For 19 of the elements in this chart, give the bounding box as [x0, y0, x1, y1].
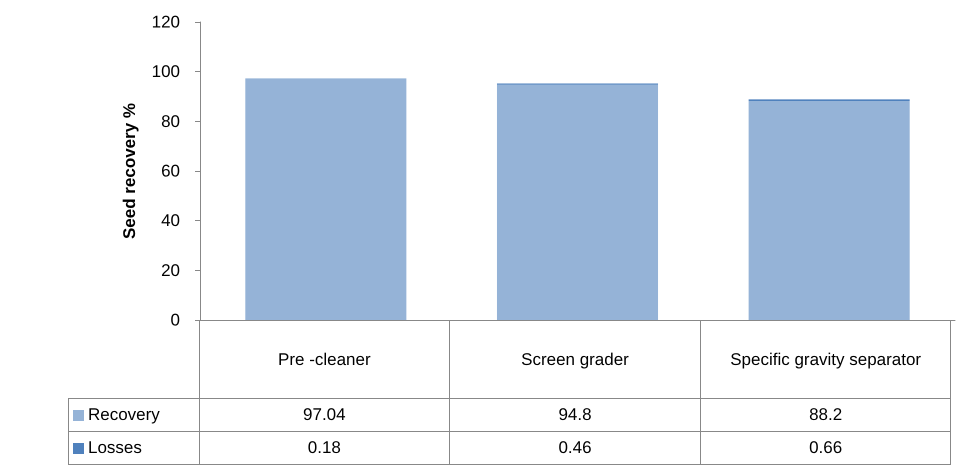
- data-label: 94.8: [450, 398, 700, 432]
- data-label: 88.2: [700, 398, 951, 432]
- y-tick-label: 60: [161, 162, 180, 180]
- y-tick-label: 100: [152, 62, 180, 82]
- legend-label: Losses: [68, 432, 199, 464]
- legend-label: Recovery: [68, 398, 199, 432]
- y-axis-title: Seed recovery %: [120, 102, 139, 240]
- x-tick-label: Screen grader: [450, 320, 700, 398]
- y-tick-label: 80: [161, 112, 180, 131]
- data-label: 0.66: [700, 432, 951, 464]
- y-tick-label: 120: [152, 12, 180, 32]
- y-tick-label: 40: [161, 211, 180, 230]
- x-tick-label: Pre -cleaner: [199, 320, 450, 398]
- y-tick-label: 20: [161, 260, 180, 280]
- data-label: 97.04: [199, 398, 450, 432]
- data-label: 0.46: [450, 432, 700, 464]
- y-tick-label: 0: [170, 310, 180, 330]
- x-tick-label: Specific gravity separator: [700, 320, 951, 398]
- data-label: 0.18: [199, 432, 450, 464]
